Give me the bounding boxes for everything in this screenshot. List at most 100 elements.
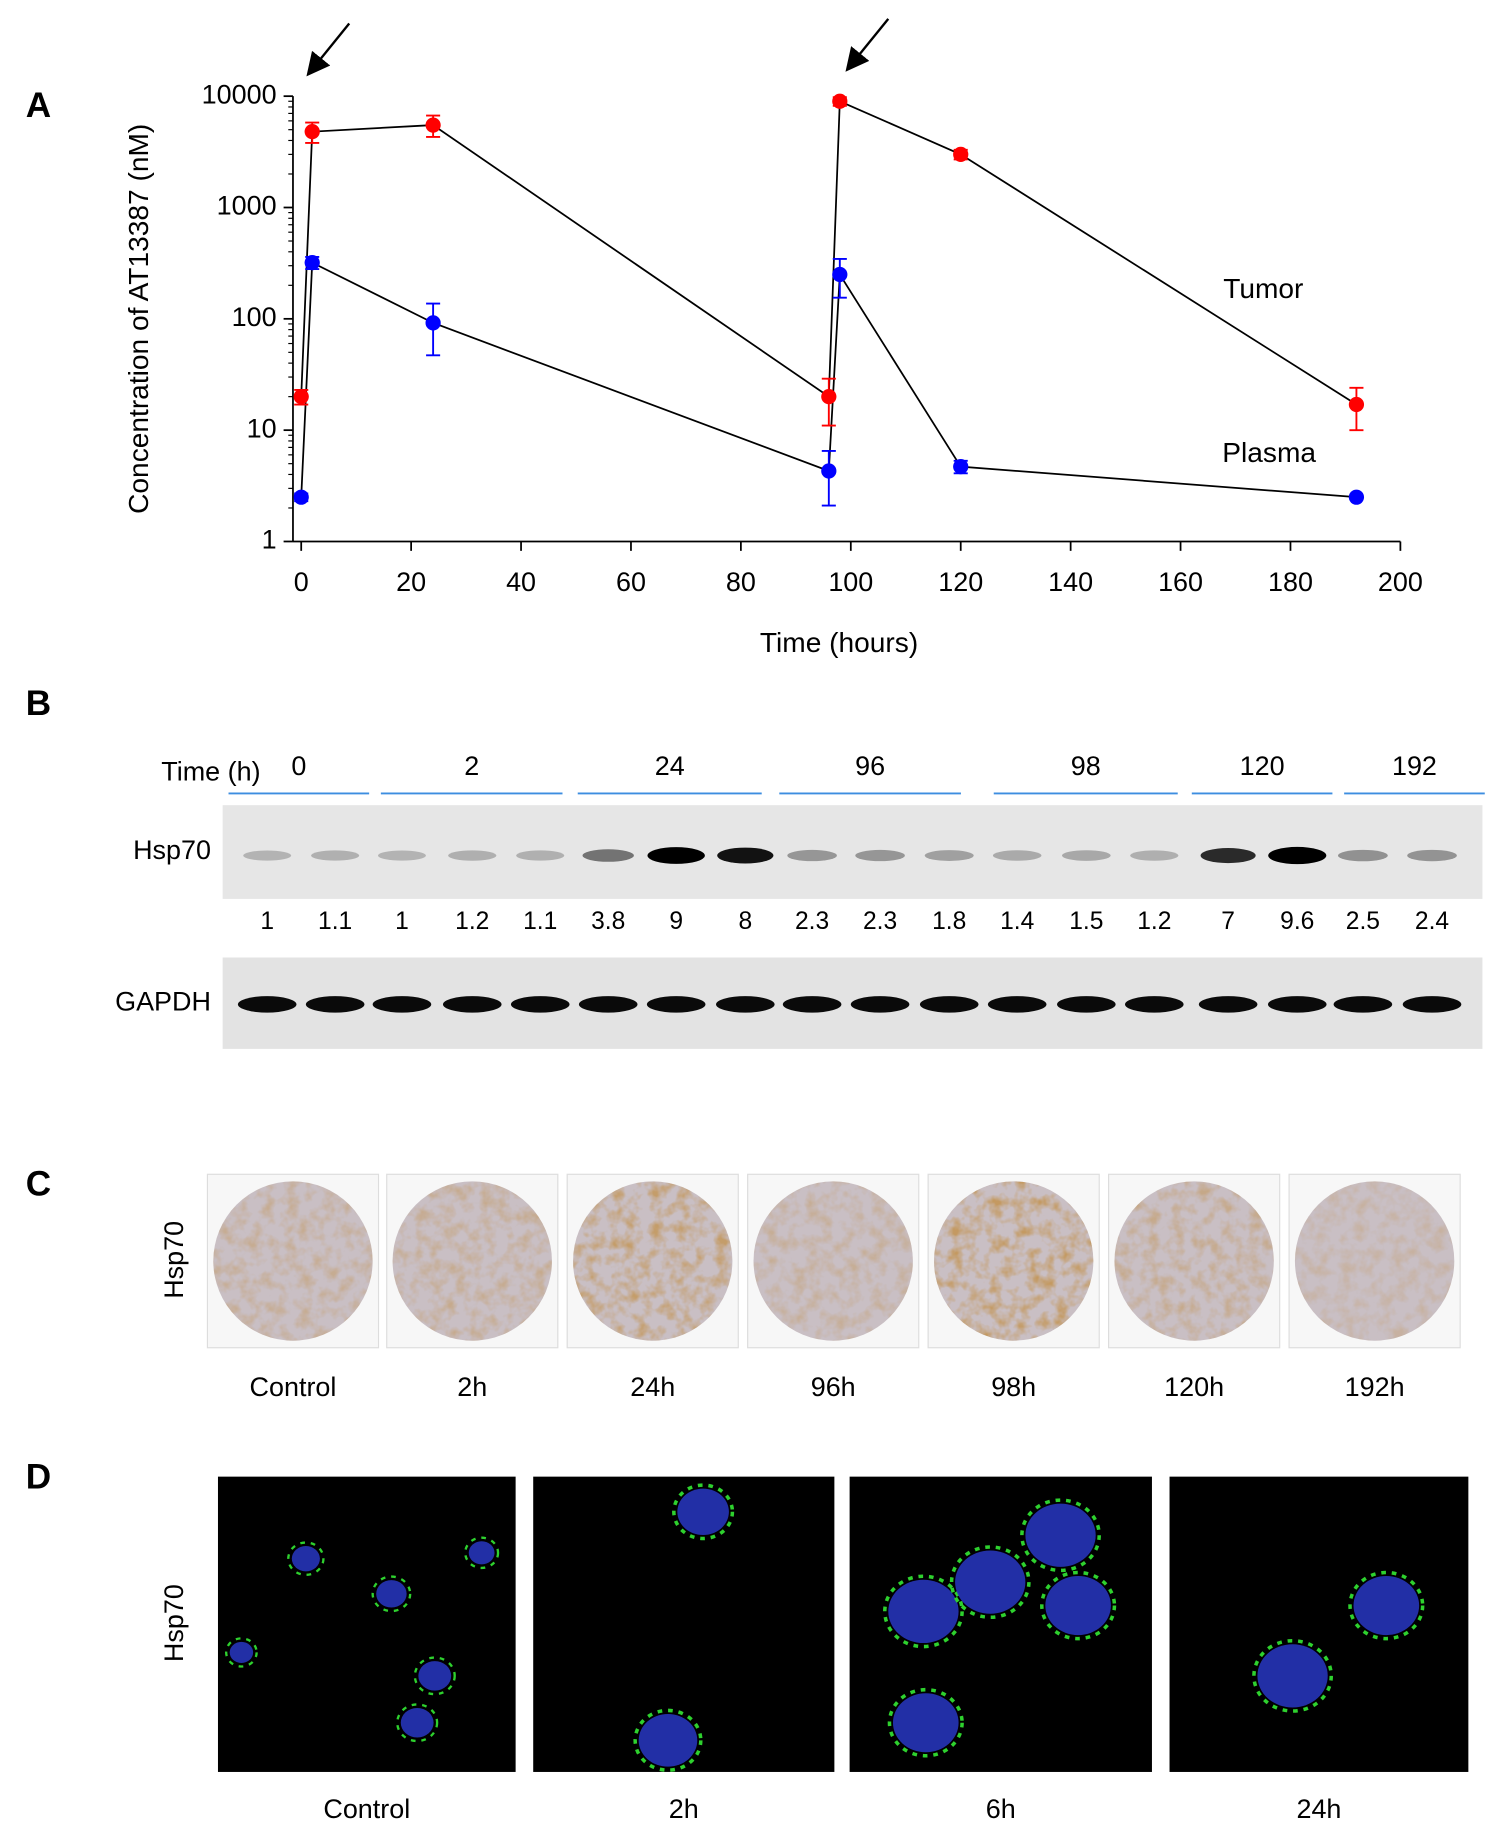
- x-tick-label: 140: [1048, 567, 1093, 597]
- quantification-label: 8: [738, 908, 752, 935]
- hsp70-signal: [413, 1656, 456, 1696]
- nucleus: [1025, 1503, 1096, 1567]
- hsp70-band: [1337, 849, 1388, 862]
- gapdh-band: [1402, 996, 1462, 1013]
- x-tick-label: 160: [1158, 567, 1203, 597]
- gapdh-band: [1198, 996, 1258, 1013]
- nucleus: [955, 1550, 1026, 1614]
- y-tick-label: 1: [262, 525, 277, 555]
- gapdh-band: [1267, 996, 1327, 1013]
- panel-label: B: [26, 684, 51, 723]
- quantification-label: 1.2: [1137, 908, 1171, 935]
- gapdh-band: [578, 996, 638, 1013]
- if-image: [1169, 1476, 1469, 1772]
- row-label: Hsp70: [159, 1584, 189, 1662]
- time-group-label: 120: [1240, 751, 1285, 781]
- marker: [832, 266, 848, 283]
- hsp70-signal: [225, 1637, 258, 1668]
- hsp70-band: [924, 850, 974, 861]
- y-tick-label: 10000: [202, 79, 277, 109]
- panel-label: D: [26, 1457, 51, 1496]
- row-label: Hsp70: [159, 1221, 189, 1299]
- ihc-stain: [1294, 1181, 1455, 1341]
- ihc-label: 2h: [457, 1372, 487, 1402]
- nucleus: [677, 1488, 729, 1535]
- gapdh-band: [237, 996, 297, 1013]
- hsp70-band: [311, 850, 360, 861]
- quantification-label: 7: [1221, 908, 1235, 935]
- ihc-stain: [753, 1181, 913, 1341]
- ihc-label: 192h: [1345, 1372, 1405, 1402]
- gapdh-band: [716, 996, 775, 1013]
- y-tick-label: 1000: [217, 191, 277, 221]
- ihc-stain: [392, 1181, 552, 1341]
- marker: [425, 315, 441, 331]
- hsp70-band: [1130, 850, 1179, 861]
- gapdh-band: [1057, 996, 1116, 1013]
- x-tick-label: 0: [294, 567, 309, 597]
- hsp70-band: [1062, 850, 1111, 861]
- gapdh-band: [1125, 996, 1184, 1013]
- time-group-label: 98: [1071, 751, 1101, 781]
- panel-label: A: [26, 86, 51, 125]
- hsp70-signal: [1020, 1498, 1101, 1573]
- hsp70-signal: [396, 1703, 439, 1743]
- gapdh-band: [646, 996, 706, 1013]
- quantification-label: 3.8: [591, 908, 625, 935]
- ihc-label: Control: [250, 1372, 337, 1402]
- marker: [821, 463, 837, 479]
- hsp70-signal: [633, 1708, 703, 1772]
- nucleus: [468, 1541, 495, 1565]
- y-tick-label: 100: [232, 302, 277, 332]
- x-tick-label: 120: [938, 567, 983, 597]
- gapdh-band: [919, 996, 979, 1013]
- time-label: Time (h): [161, 757, 260, 787]
- hsp70-signal: [949, 1545, 1031, 1620]
- quantification-label: 9: [669, 908, 683, 935]
- quantification-label: 1.4: [1000, 908, 1034, 935]
- if-label: Control: [323, 1794, 410, 1824]
- hsp70-band: [787, 849, 837, 862]
- quantification-label: 1: [260, 908, 274, 935]
- time-group-label: 96: [855, 751, 885, 781]
- time-group-label: 24: [655, 751, 685, 781]
- hsp70-band: [1407, 849, 1457, 862]
- y-axis-label: Concentration of AT13387 (nM): [123, 124, 154, 514]
- nucleus: [638, 1713, 698, 1767]
- hsp70-band: [516, 850, 565, 861]
- ihc-label: 120h: [1164, 1372, 1224, 1402]
- ihc-label: 98h: [991, 1372, 1036, 1402]
- time-group-label: 2: [464, 751, 479, 781]
- hsp70-signal: [1252, 1638, 1334, 1713]
- marker: [425, 117, 441, 133]
- nucleus: [291, 1546, 320, 1572]
- x-axis-label: Time (hours): [760, 627, 918, 658]
- nucleus: [1353, 1576, 1420, 1636]
- ihc-label: 24h: [630, 1372, 675, 1402]
- dose-arrow: [845, 18, 890, 72]
- x-tick-label: 60: [616, 567, 646, 597]
- hsp70-signal: [1348, 1570, 1425, 1641]
- hsp70-band: [647, 847, 705, 864]
- nucleus: [1045, 1576, 1111, 1636]
- gapdh-band: [987, 996, 1047, 1013]
- dose-arrow: [306, 22, 351, 77]
- quantification-label: 1.5: [1069, 908, 1103, 935]
- hsp70-band: [717, 847, 774, 864]
- gapdh-band: [1333, 996, 1393, 1013]
- series-label: Plasma: [1222, 437, 1316, 468]
- gapdh-band: [510, 996, 570, 1013]
- ihc-stain: [933, 1181, 1094, 1341]
- marker: [304, 124, 320, 140]
- nucleus: [418, 1661, 452, 1691]
- if-label: 24h: [1296, 1794, 1341, 1824]
- x-tick-label: 20: [396, 567, 426, 597]
- hsp70-signal: [371, 1575, 412, 1613]
- if-image: [217, 1476, 516, 1772]
- hsp70-band: [855, 849, 905, 862]
- quantification-label: 1.1: [523, 908, 557, 935]
- hsp70-band: [448, 850, 497, 861]
- quantification-label: 1.1: [318, 908, 352, 935]
